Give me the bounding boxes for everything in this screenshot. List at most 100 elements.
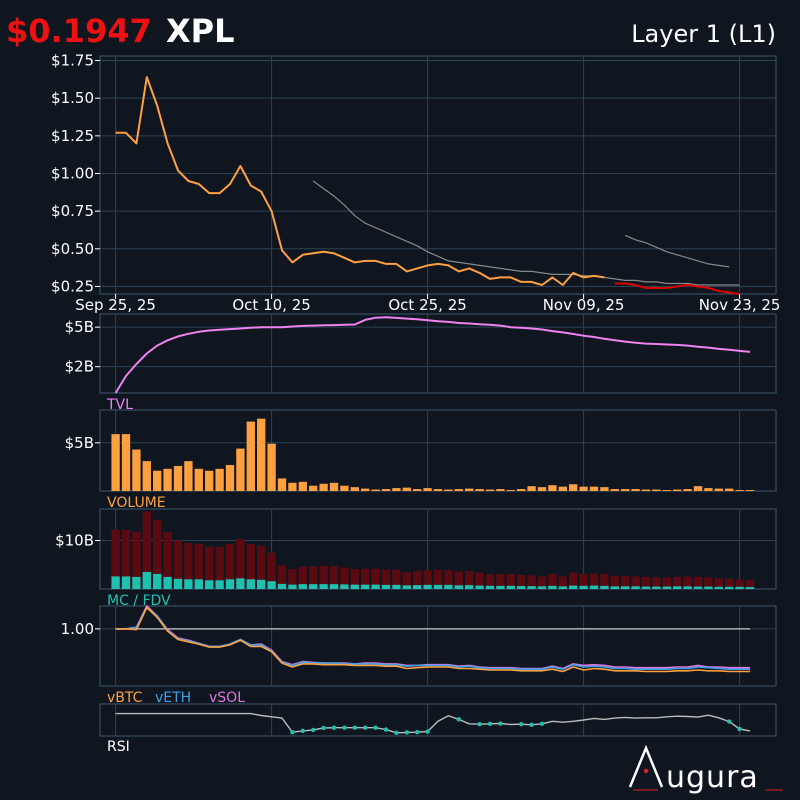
fdv-bar bbox=[548, 573, 557, 589]
fdv-bar bbox=[371, 568, 380, 589]
mc-bar bbox=[340, 584, 349, 589]
volume-bar bbox=[142, 461, 151, 491]
rsi-oversold-marker bbox=[394, 730, 399, 735]
price-frame bbox=[99, 55, 777, 295]
volume-bar bbox=[163, 468, 172, 491]
volume-bar bbox=[704, 488, 713, 491]
veth-line bbox=[115, 606, 750, 671]
volume-label: VOLUME bbox=[107, 495, 166, 511]
volume-bar bbox=[693, 486, 703, 491]
fdv-bar bbox=[298, 566, 307, 589]
fdv-bar bbox=[454, 571, 463, 589]
mc-bar bbox=[257, 579, 266, 589]
volume-bar bbox=[444, 489, 453, 491]
price-xtick-label-2: Oct 25, 25 bbox=[388, 296, 466, 314]
mc-bar bbox=[569, 585, 578, 589]
tvl-label: TVL bbox=[106, 397, 133, 413]
volume-bar bbox=[381, 489, 391, 491]
fdv-bar bbox=[496, 573, 505, 589]
volume-bar bbox=[683, 489, 692, 491]
mc-bar bbox=[589, 585, 599, 589]
moving-average-line-1 bbox=[312, 180, 740, 286]
fdv-bar bbox=[361, 568, 370, 589]
fdv-bar bbox=[163, 531, 172, 589]
volume-bar bbox=[610, 489, 619, 491]
price-ytick-label-6: $1.75 bbox=[51, 52, 94, 70]
mc-bar bbox=[111, 576, 120, 589]
fdv-bar bbox=[485, 574, 495, 589]
mc-bar bbox=[153, 573, 162, 589]
tvl-line bbox=[114, 316, 751, 394]
rsi-oversold-marker bbox=[311, 727, 316, 733]
fdv-bar bbox=[444, 570, 453, 589]
price-xtick-label-3: Nov 09, 25 bbox=[543, 296, 625, 314]
volume-bar bbox=[485, 489, 495, 491]
rsi-panel bbox=[99, 703, 777, 737]
mc-bar bbox=[381, 584, 391, 589]
mc-bar bbox=[673, 586, 682, 589]
mc-bar bbox=[298, 584, 307, 589]
mc-bar bbox=[548, 585, 557, 589]
fdv-bar bbox=[246, 543, 255, 589]
fdv-bar bbox=[288, 569, 297, 589]
mc-bar bbox=[600, 585, 609, 589]
rsi-oversold-marker bbox=[519, 721, 524, 727]
price-ytick-label-5: $1.50 bbox=[51, 89, 94, 107]
volume-bar bbox=[413, 489, 422, 491]
rsi-oversold-marker bbox=[498, 721, 503, 726]
augura-logo: ugura bbox=[628, 744, 783, 795]
mcfdv-ytick-label-0: $10B bbox=[55, 532, 94, 550]
fdv-bar bbox=[735, 579, 744, 589]
mc-bar bbox=[173, 578, 183, 589]
mc-bar bbox=[527, 586, 536, 589]
mc-fdv-panel: $10B bbox=[55, 508, 777, 590]
mc-bar bbox=[745, 587, 755, 589]
fdv-bar bbox=[309, 566, 318, 589]
volume-bar bbox=[673, 489, 682, 491]
fdv-bar bbox=[173, 540, 183, 589]
mc-bar bbox=[714, 586, 723, 589]
mc-bar bbox=[725, 586, 734, 589]
fdv-bar bbox=[527, 575, 536, 589]
tvl-panel: $2B $5B bbox=[65, 313, 777, 394]
veth-label: vETH bbox=[155, 690, 191, 706]
mc-bar bbox=[184, 579, 193, 589]
rsi-oversold-marker bbox=[415, 729, 420, 735]
volume-bar bbox=[558, 486, 567, 491]
mc-bar bbox=[610, 586, 619, 589]
tvl-ytick-label-0: $2B bbox=[65, 358, 94, 376]
rsi-oversold-marker bbox=[477, 721, 482, 727]
volume-bar bbox=[392, 488, 401, 491]
rsi-oversold-marker bbox=[352, 725, 357, 730]
rsi-oversold-marker bbox=[321, 725, 326, 731]
volume-bar bbox=[319, 483, 328, 491]
volume-bar bbox=[506, 490, 515, 491]
fdv-bar bbox=[257, 545, 266, 589]
mc-bar bbox=[267, 581, 276, 589]
mc-bar bbox=[537, 586, 547, 589]
volume-bar bbox=[132, 449, 141, 491]
vsol-line bbox=[115, 605, 750, 670]
fdv-bar bbox=[111, 529, 120, 589]
volume-bar bbox=[548, 485, 557, 491]
price-ytick-label-3: $1.00 bbox=[51, 164, 94, 182]
price-panel: $0.25 $0.50 $0.75 $1.00 $1.25 $1.50 $1.75 Sep 2… bbox=[51, 52, 780, 314]
volume-bar bbox=[621, 489, 630, 491]
mc-bar bbox=[621, 586, 630, 589]
volume-bar bbox=[402, 487, 411, 491]
fdv-bar bbox=[569, 572, 578, 589]
mc-bar bbox=[662, 586, 671, 589]
current-price: $0.1947 bbox=[6, 12, 152, 50]
rsi-oversold-marker bbox=[529, 722, 534, 727]
fdv-bar bbox=[662, 577, 671, 589]
volume-bar bbox=[454, 489, 463, 491]
mc-bar bbox=[683, 586, 692, 589]
rsi-oversold-marker bbox=[383, 727, 389, 732]
volume-bar bbox=[246, 421, 255, 491]
mc-bar bbox=[413, 585, 422, 589]
fdv-bar bbox=[683, 576, 692, 589]
volume-bar bbox=[579, 486, 588, 491]
logo-dot bbox=[643, 768, 649, 774]
fdv-bar bbox=[725, 578, 734, 589]
